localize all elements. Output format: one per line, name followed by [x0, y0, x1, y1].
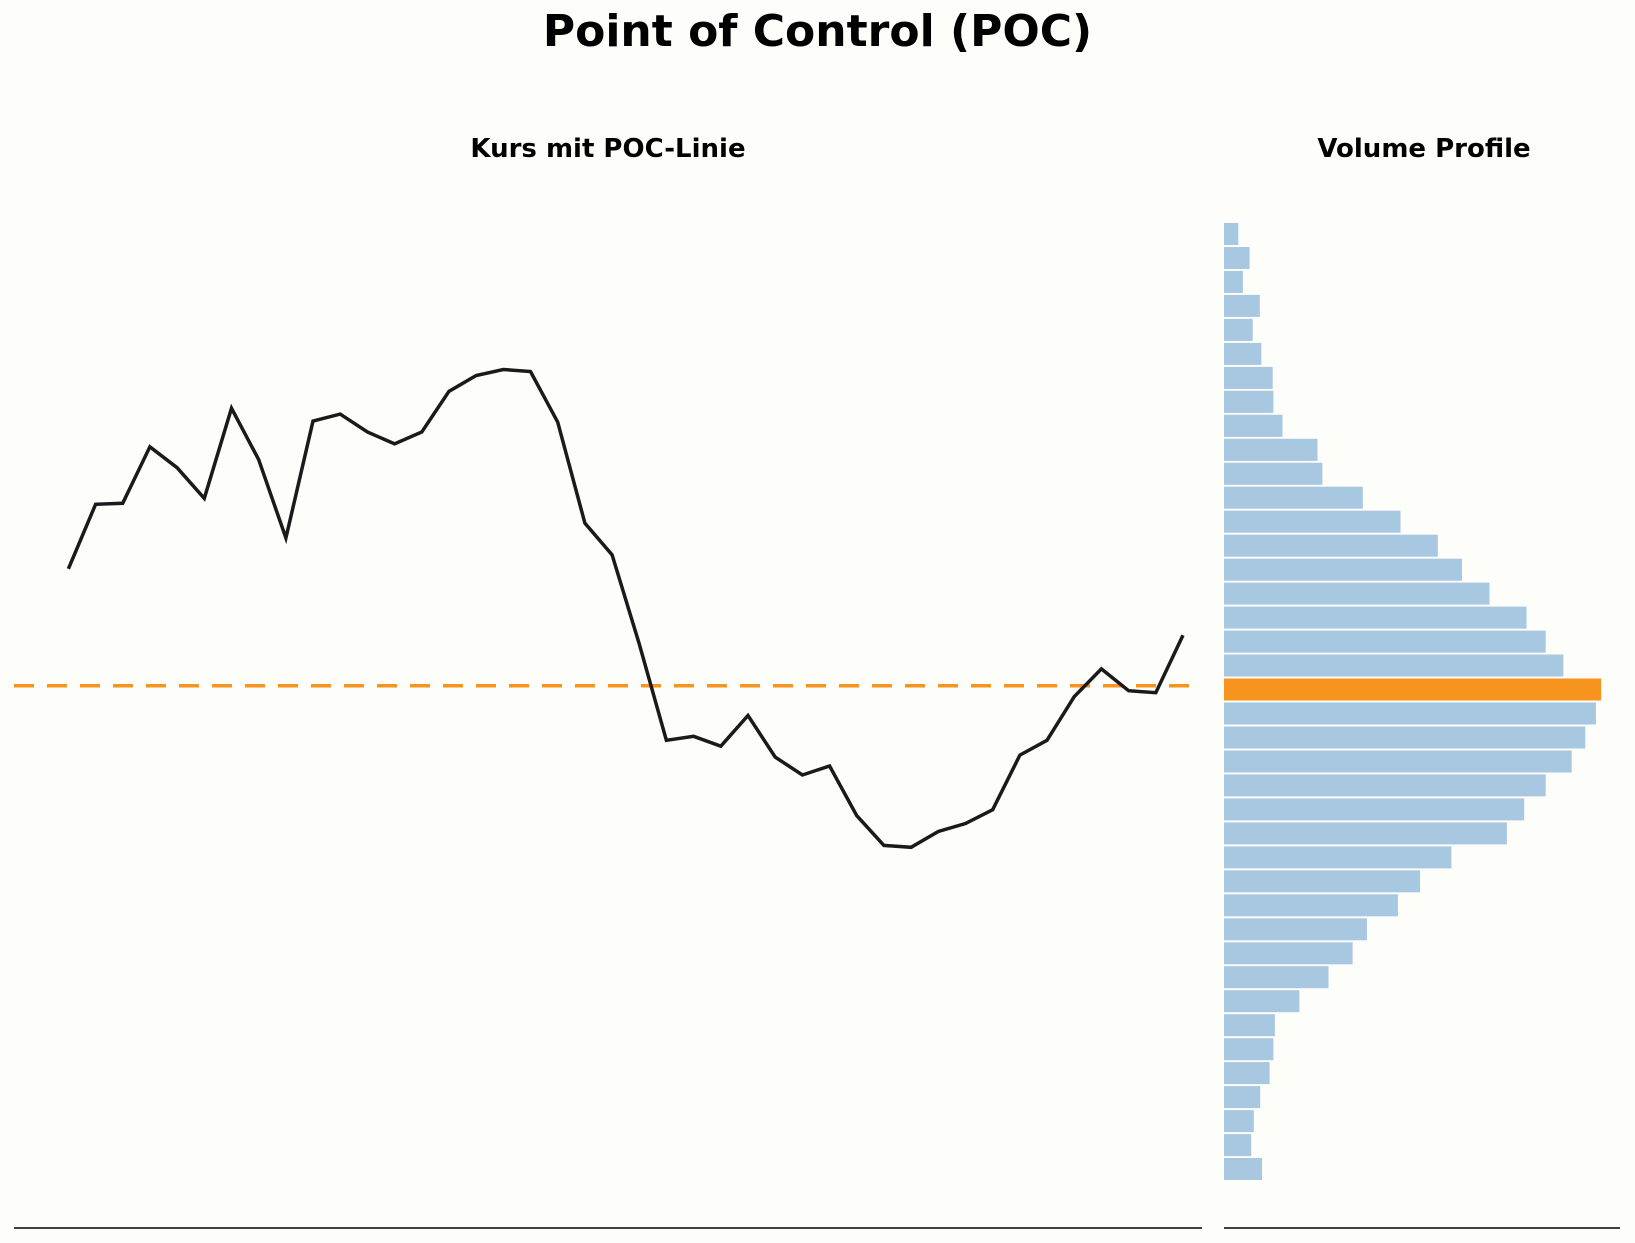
volume-bar: [1224, 870, 1421, 893]
volume-bar-poc: [1224, 678, 1602, 701]
volume-bar: [1224, 1110, 1254, 1133]
volume-bar: [1224, 966, 1329, 989]
volume-bar: [1224, 1086, 1261, 1109]
volume-bar: [1224, 223, 1239, 245]
volume-bar: [1224, 1062, 1270, 1085]
volume-bar: [1224, 822, 1507, 845]
volume-panel-title: Volume Profile: [1317, 134, 1531, 164]
volume-bar: [1224, 846, 1452, 869]
volume-bar: [1224, 750, 1572, 773]
volume-bar: [1224, 247, 1250, 269]
volume-bar: [1224, 1158, 1263, 1180]
price-series-line: [66, 367, 1185, 850]
volume-bar: [1224, 342, 1262, 365]
figure-title: Point of Control (POC): [542, 6, 1093, 57]
volume-bar: [1224, 606, 1527, 629]
volume-bar: [1224, 1134, 1252, 1157]
volume-bar: [1224, 774, 1546, 797]
volume-bar: [1224, 702, 1596, 725]
volume-bar: [1224, 894, 1398, 917]
volume-bar: [1224, 558, 1462, 581]
volume-bar: [1224, 1014, 1275, 1037]
volume-bar: [1224, 270, 1243, 293]
volume-bar: [1224, 318, 1253, 341]
volume-bar: [1224, 390, 1274, 413]
volume-bar: [1224, 582, 1490, 605]
volume-bar: [1224, 366, 1273, 389]
volume-bar: [1224, 918, 1367, 941]
volume-bar: [1224, 798, 1525, 821]
volume-bar: [1224, 486, 1363, 509]
price-panel-title: Kurs mit POC-Linie: [470, 134, 746, 164]
volume-bar: [1224, 726, 1586, 749]
volume-bar: [1224, 510, 1401, 533]
volume-bar: [1224, 942, 1353, 965]
volume-bar: [1224, 438, 1318, 461]
volume-profile-panel: [1224, 223, 1620, 1229]
volume-bar: [1224, 654, 1564, 677]
volume-bar: [1224, 534, 1438, 557]
volume-bar: [1224, 414, 1283, 437]
volume-bar: [1224, 1038, 1274, 1061]
price-panel: [14, 367, 1202, 1229]
volume-bar: [1224, 294, 1260, 317]
volume-bar: [1224, 462, 1323, 485]
volume-bar: [1224, 990, 1300, 1013]
volume-bar: [1224, 630, 1546, 653]
